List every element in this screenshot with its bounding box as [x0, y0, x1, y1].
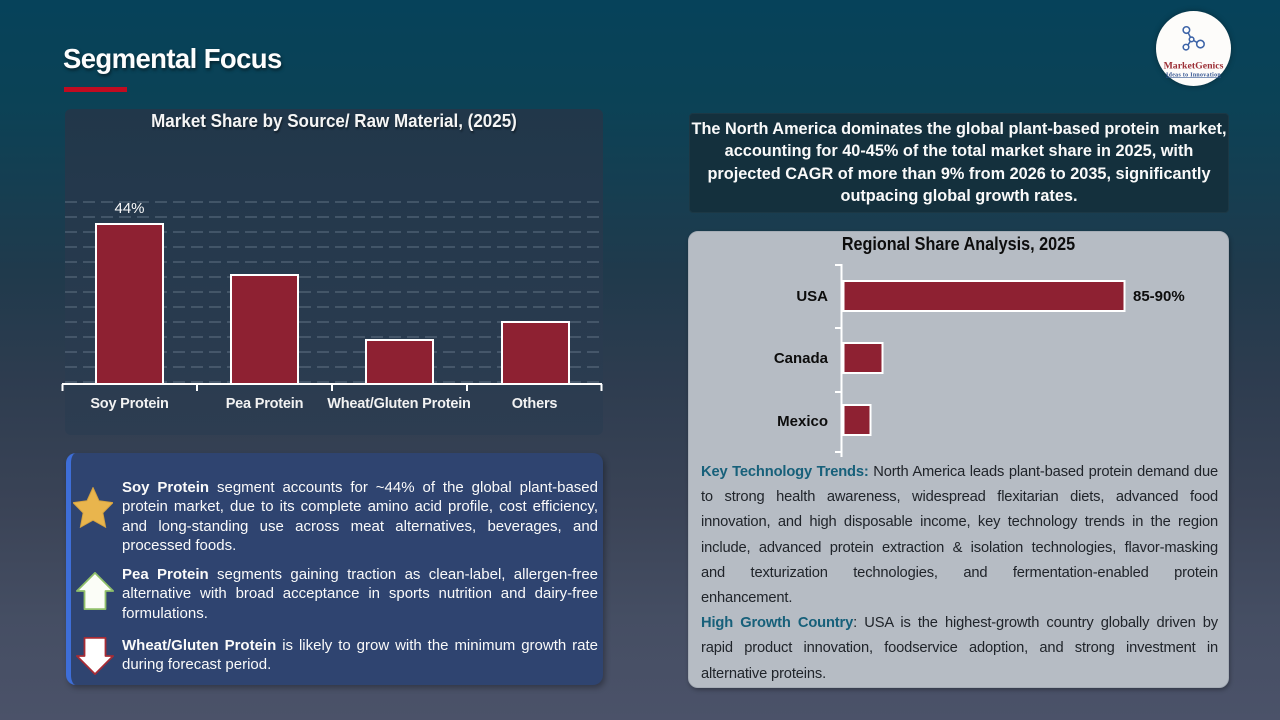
svg-text:MarketGenics: MarketGenics — [1164, 61, 1224, 72]
svg-text:Ideas to Innovation: Ideas to Innovation — [1166, 72, 1221, 78]
